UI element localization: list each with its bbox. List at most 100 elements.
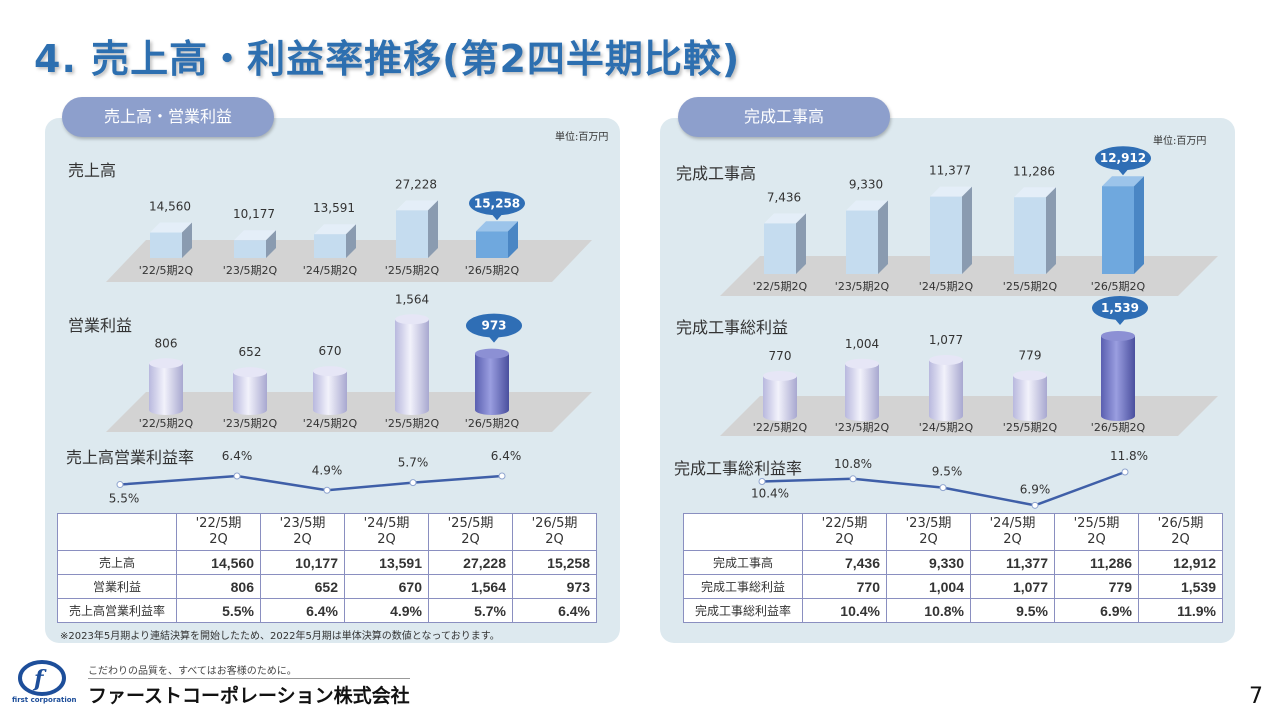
table-cell: 13,591 [344,550,429,575]
right-column-header: '25/5期 2Q [1054,513,1139,551]
op-profit-value-label: 973 [481,319,506,333]
table-cell: 973 [512,574,597,599]
op-margin-value-label: 6.4% [222,449,253,463]
table-cell: 27,228 [428,550,513,575]
op-margin-value-label: 5.7% [398,456,429,470]
gross-profit-value-label: 1,004 [845,337,879,351]
op-profit-value-label: 670 [319,344,342,358]
right-column-header: '26/5期 2Q [1138,513,1223,551]
op-profit-value-label-pointer [488,335,500,343]
row-label: 完成工事総利益率 [683,598,803,623]
op-profit-value-label: 806 [155,336,178,350]
gross-profit-cylinder-top [845,358,879,369]
gross-profit-category-label: '22/5期2Q [753,421,808,434]
sales-bar-top [314,224,356,235]
op-margin-point [323,486,331,494]
unit-label-right: 単位:百万円 [1153,136,1207,147]
completed-sales-bar-side [1046,187,1056,274]
op-margin-point [233,472,241,480]
right-column-header: '24/5期 2Q [970,513,1055,551]
gross-profit-cylinder [1101,335,1135,421]
op-profit-cylinder-top [313,366,347,377]
table-corner [683,513,803,551]
completed-sales-bar-side [878,200,888,274]
gross-profit-cylinder-top [929,354,963,365]
completed-sales-category-label: '26/5期2Q [1091,280,1146,293]
tagline: こだわりの品質を、すべてはお客様のために。 [88,666,297,677]
completed-sales-category-label: '25/5期2Q [1003,280,1058,293]
op-profit-cylinder [395,319,429,415]
right-table-row: 完成工事高 7,436 9,330 11,377 11,286 12,912 [683,550,1223,575]
gross-profit-cylinder-top [763,370,797,381]
row-label: 営業利益 [57,574,177,599]
gross-margin-point [939,484,947,492]
completed-sales-value-label-pointer [1117,168,1129,176]
sales-bar [396,210,428,258]
sales-bar-side [346,224,356,258]
table-cell: 6.4% [512,598,597,623]
completed-sales-bar [1102,186,1134,274]
sales-bar-top [150,222,192,233]
op-profit-value-label-bubble [466,313,522,338]
completed-sales-bar [846,210,878,274]
table-cell: 11,286 [1054,550,1139,575]
table-cell: 9,330 [886,550,971,575]
table-cell: 1,564 [428,574,513,599]
left-panel-pill: 売上高・営業利益 [62,97,274,137]
table-cell: 9.5% [970,598,1055,623]
table-cell: 5.5% [176,598,261,623]
completed-sales-bar [764,223,796,274]
op-profit-category-label: '22/5期2Q [139,417,194,430]
page-title: 4. 売上高・利益率推移(第2四半期比較) [34,37,741,81]
sales-value-label: 14,560 [149,200,191,214]
gross-profit-value-label: 1,539 [1101,301,1139,315]
table-cell: 670 [344,574,429,599]
op-margin-title: 売上高営業利益率 [66,448,195,467]
right-panel-pill: 完成工事高 [678,97,890,137]
left-column-header: '26/5期 2Q [512,513,597,551]
completed-sales-bar-side [796,213,806,274]
right-column-header: '22/5期 2Q [802,513,887,551]
op-profit-value-label: 652 [239,345,262,359]
sales-value-label: 10,177 [233,207,275,221]
completed-sales-bar [1014,197,1046,274]
sales-value-label-pointer [491,213,503,221]
gross-profit-cylinder-top [1013,370,1047,381]
right-column-header: '23/5期 2Q [886,513,971,551]
sales-bar-top [476,221,518,232]
table-cell: 11.9% [1138,598,1223,623]
gross-margin-value-label: 10.4% [751,487,789,501]
left-column-header: '24/5期 2Q [344,513,429,551]
gross-profit-cylinder-top [1101,330,1135,341]
op-profit-cylinder-top [149,358,183,369]
op-profit-cylinder-top [395,314,429,325]
op-margin-point [116,481,124,489]
completed-sales-category-label: '24/5期2Q [919,280,974,293]
svg-text:first corporation: first corporation [12,696,77,704]
completed-sales-bar-top [930,186,972,197]
op-profit-cylinder-top [233,367,267,378]
sales-value-label: 27,228 [395,177,437,191]
completed-sales-bar-top [846,200,888,211]
gross-margin-value-label: 6.9% [1020,482,1051,496]
op-profit-category-label: '23/5期2Q [223,417,278,430]
completed-sales-floor [720,256,1218,296]
sales-floor [106,240,592,282]
op-profit-floor [106,392,592,432]
left-table-row: 売上高営業利益率 5.5% 6.4% 4.9% 5.7% 6.4% [57,598,597,623]
table-cell: 10.4% [802,598,887,623]
sales-bar-side [182,222,192,258]
gross-margin-point [1031,501,1039,509]
table-cell: 770 [802,574,887,599]
page-number: 7 [1249,684,1263,709]
completed-sales-bar [930,196,962,274]
left-table-row: 売上高 14,560 10,177 13,591 27,228 15,258 [57,550,597,575]
gross-profit-category-label: '26/5期2Q [1091,421,1146,434]
table-cell: 5.7% [428,598,513,623]
sales-category-label: '23/5期2Q [223,264,278,277]
gross-profit-category-label: '23/5期2Q [835,421,890,434]
op-margin-point [498,472,506,480]
row-label: 売上高 [57,550,177,575]
gross-margin-point [849,475,857,483]
